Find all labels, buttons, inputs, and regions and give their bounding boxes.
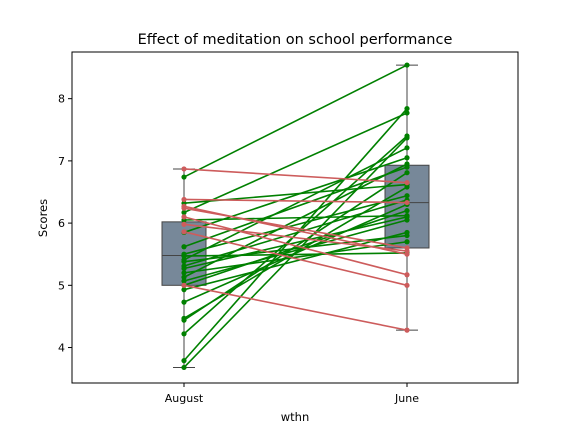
pair-line bbox=[183, 223, 408, 252]
point-june bbox=[404, 199, 410, 206]
pair-line bbox=[183, 198, 408, 204]
point-june bbox=[404, 193, 410, 199]
x-tick-label: June bbox=[394, 392, 419, 405]
y-tick-label: 7 bbox=[58, 155, 65, 168]
pair-line bbox=[183, 168, 408, 184]
point-june bbox=[404, 232, 410, 239]
point-june bbox=[404, 170, 410, 176]
point-august bbox=[181, 166, 187, 172]
y-tick-label: 8 bbox=[58, 93, 65, 106]
point-august bbox=[181, 358, 187, 364]
paired-lines bbox=[183, 64, 408, 369]
pair-line bbox=[183, 203, 408, 303]
point-august bbox=[181, 209, 187, 216]
point-august bbox=[181, 257, 187, 263]
point-august bbox=[181, 287, 187, 293]
point-august bbox=[181, 274, 187, 280]
pair-line bbox=[183, 194, 408, 255]
point-june bbox=[404, 110, 410, 116]
plot-area: 4 5 6 7 8 August June bbox=[58, 62, 430, 405]
point-june bbox=[404, 133, 410, 139]
pair-line bbox=[183, 216, 408, 276]
point-june bbox=[404, 213, 410, 219]
y-tick-label: 4 bbox=[58, 342, 65, 355]
point-august bbox=[181, 174, 187, 180]
point-august bbox=[181, 364, 187, 371]
pair-line bbox=[183, 231, 408, 287]
point-august bbox=[181, 221, 187, 227]
x-axis-label: wthn bbox=[281, 410, 310, 424]
chart-title: Effect of meditation on school performan… bbox=[138, 32, 453, 48]
point-august bbox=[181, 282, 187, 288]
pair-line bbox=[183, 135, 408, 335]
point-august bbox=[181, 196, 187, 203]
plot-frame bbox=[71, 51, 519, 384]
pair-line bbox=[183, 112, 408, 214]
point-june bbox=[404, 239, 410, 245]
paired-points bbox=[181, 62, 410, 371]
point-june bbox=[404, 282, 410, 288]
point-august bbox=[181, 203, 187, 209]
point-june bbox=[404, 327, 410, 333]
point-june bbox=[404, 180, 410, 186]
pair-line bbox=[183, 252, 408, 257]
point-june bbox=[404, 164, 410, 170]
point-august bbox=[181, 229, 187, 235]
pair-line bbox=[183, 216, 408, 270]
pair-line bbox=[183, 234, 408, 263]
pair-line bbox=[183, 64, 408, 178]
pair-line bbox=[183, 163, 408, 278]
y-tick-label: 6 bbox=[58, 217, 65, 230]
point-august bbox=[181, 315, 187, 321]
point-june bbox=[404, 106, 410, 112]
point-august bbox=[181, 270, 187, 276]
point-june bbox=[404, 62, 410, 68]
point-june bbox=[404, 248, 410, 254]
point-august bbox=[181, 251, 187, 257]
pair-line bbox=[183, 214, 408, 221]
point-august bbox=[181, 263, 187, 269]
x-tick-label: August bbox=[165, 392, 204, 405]
point-august bbox=[181, 244, 187, 250]
point-august bbox=[181, 278, 187, 284]
point-june bbox=[404, 145, 410, 151]
y-axis-label: Scores bbox=[36, 199, 50, 237]
point-august bbox=[181, 214, 187, 220]
point-june bbox=[404, 272, 410, 278]
pair-line bbox=[183, 219, 408, 282]
y-tick-label: 5 bbox=[58, 279, 65, 292]
point-august bbox=[181, 299, 187, 305]
point-august bbox=[181, 331, 187, 337]
point-june bbox=[404, 208, 410, 214]
point-june bbox=[404, 155, 410, 161]
pair-line bbox=[183, 284, 408, 331]
